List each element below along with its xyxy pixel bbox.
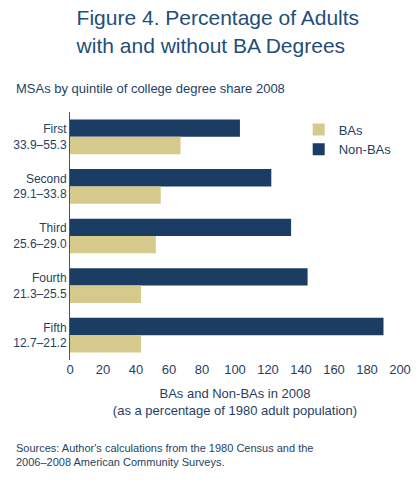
svg-text:BAs and Non-BAs in 2008(as a p: BAs and Non-BAs in 2008(as a percentage … bbox=[113, 386, 357, 418]
svg-text:Third25.6–29.0: Third25.6–29.0 bbox=[13, 221, 67, 251]
svg-text:BAs: BAs bbox=[339, 123, 363, 138]
svg-text:160: 160 bbox=[323, 362, 345, 377]
svg-text:Figure 4. Percentage of Adults: Figure 4. Percentage of Adultswith and w… bbox=[76, 6, 360, 56]
svg-text:0: 0 bbox=[66, 362, 73, 377]
svg-text:140: 140 bbox=[290, 362, 312, 377]
svg-text:Second29.1–33.8: Second29.1–33.8 bbox=[13, 172, 67, 202]
svg-text:80: 80 bbox=[195, 362, 209, 377]
svg-text:40: 40 bbox=[129, 362, 143, 377]
svg-text:Fourth21.3–25.5: Fourth21.3–25.5 bbox=[13, 271, 67, 301]
svg-text:Non-BAs: Non-BAs bbox=[339, 142, 392, 157]
svg-text:100: 100 bbox=[224, 362, 246, 377]
svg-text:Fifth12.7–21.2: Fifth12.7–21.2 bbox=[13, 321, 67, 351]
svg-text:180: 180 bbox=[356, 362, 378, 377]
svg-text:MSAs by quintile of college de: MSAs by quintile of college degree share… bbox=[16, 81, 285, 96]
svg-text:60: 60 bbox=[162, 362, 176, 377]
svg-text:First33.9–55.3: First33.9–55.3 bbox=[13, 122, 67, 152]
svg-text:200: 200 bbox=[389, 362, 411, 377]
svg-text:Sources: Author's calculations: Sources: Author's calculations from the … bbox=[16, 442, 313, 468]
svg-text:120: 120 bbox=[257, 362, 279, 377]
svg-text:20: 20 bbox=[96, 362, 110, 377]
